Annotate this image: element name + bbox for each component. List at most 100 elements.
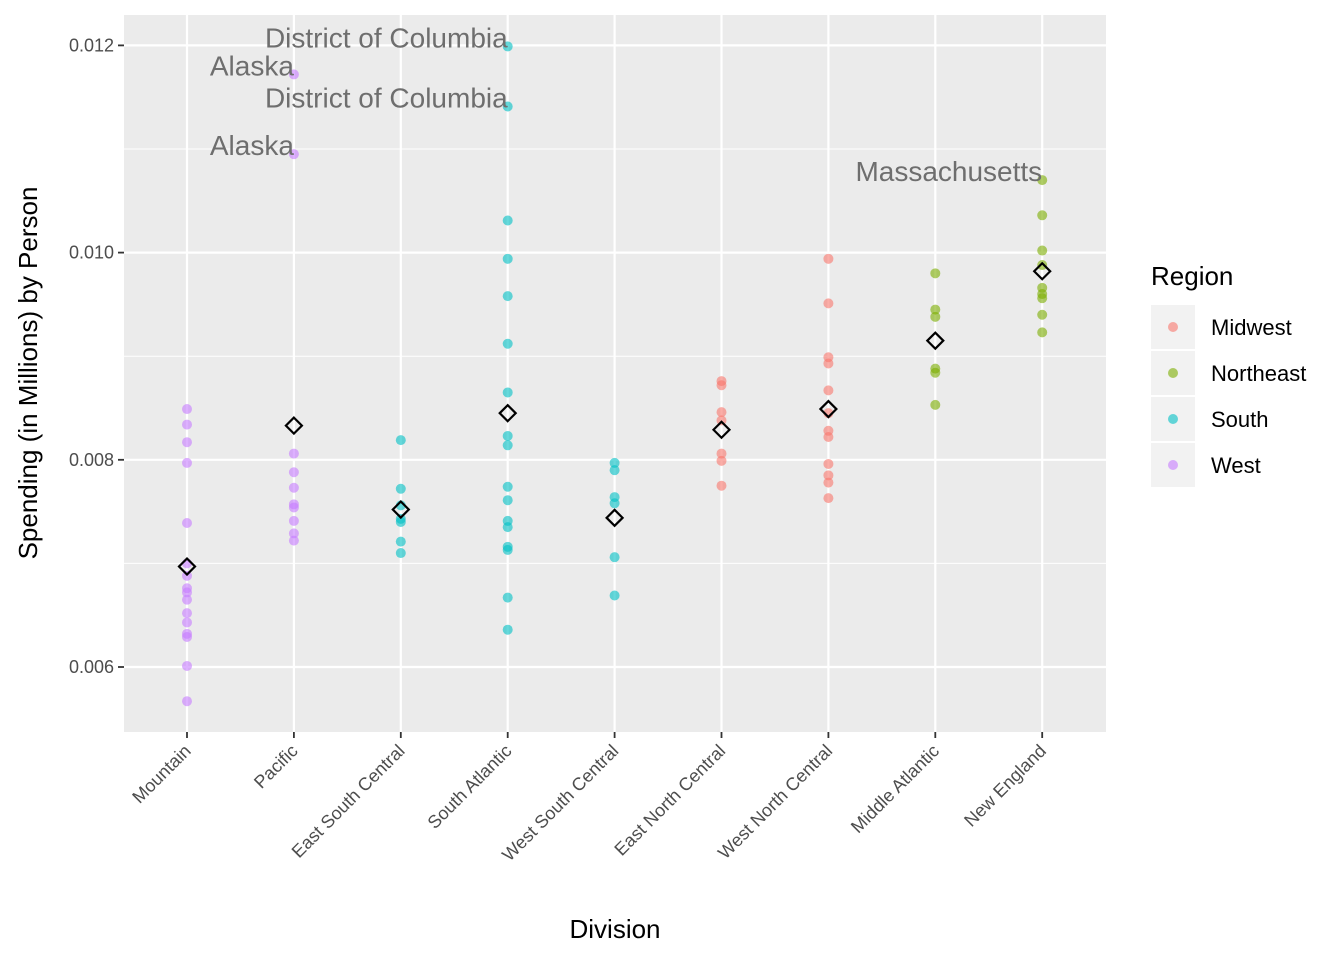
- mean-marker: [711, 420, 732, 440]
- y-tick-label: 0.008: [69, 450, 114, 470]
- mean-marker: [177, 556, 197, 577]
- data-point-west: [182, 419, 192, 430]
- mean-marker: [498, 403, 518, 423]
- data-point-south: [609, 498, 620, 509]
- data-point-west: [288, 149, 299, 160]
- x-tick-label: Mountain: [128, 741, 195, 808]
- data-point-midwest: [823, 385, 834, 396]
- legend-swatch-south: [1168, 414, 1178, 424]
- data-point-west: [182, 404, 192, 415]
- data-point-midwest: [716, 448, 727, 459]
- data-point-south: [502, 430, 513, 441]
- legend-title: Region: [1151, 261, 1233, 291]
- y-tick-label: 0.012: [69, 35, 114, 55]
- x-tick-label: New England: [960, 741, 1050, 831]
- y-tick-label: 0.006: [69, 657, 114, 677]
- legend-label-south: South: [1211, 407, 1269, 432]
- data-point-south: [502, 481, 513, 492]
- mean-marker: [925, 331, 945, 351]
- data-point-west: [288, 515, 299, 526]
- data-point-west: [182, 617, 192, 628]
- data-point-west: [288, 448, 299, 459]
- mean-marker: [284, 416, 304, 436]
- point-annotation: Alaska: [210, 50, 294, 81]
- data-point-west: [182, 437, 192, 448]
- data-point-west: [182, 457, 192, 468]
- x-tick-label: West South Central: [498, 741, 622, 865]
- data-point-northeast: [1037, 293, 1048, 304]
- mean-marker: [818, 399, 838, 419]
- data-point-northeast: [1037, 210, 1048, 221]
- point-annotation: Alaska: [210, 130, 294, 161]
- data-point-midwest: [823, 432, 834, 443]
- data-point-south: [502, 215, 513, 226]
- data-point-northeast: [930, 367, 941, 378]
- x-tick-label: West North Central: [714, 741, 836, 863]
- mean-marker: [1032, 261, 1052, 281]
- legend-label-west: West: [1211, 453, 1261, 478]
- data-point-west: [182, 631, 192, 642]
- data-point-midwest: [823, 358, 834, 369]
- mean-markers: [177, 261, 1052, 577]
- legend: Region Midwest Northeast South West: [1151, 261, 1306, 487]
- data-point-midwest: [823, 493, 834, 504]
- data-point-south: [395, 435, 406, 446]
- data-point-midwest: [823, 298, 834, 309]
- data-point-midwest: [823, 477, 834, 488]
- data-point-northeast: [1037, 245, 1048, 256]
- data-point-south: [502, 338, 513, 349]
- data-point-midwest: [716, 455, 727, 466]
- data-point-northeast: [930, 399, 941, 410]
- x-tick-label: East North Central: [610, 741, 729, 860]
- y-axis-title: Spending (in Millions) by Person: [13, 187, 43, 560]
- x-tick-label: Middle Atlantic: [847, 741, 943, 837]
- data-point-west: [288, 502, 299, 513]
- legend-swatch-midwest: [1168, 322, 1178, 332]
- point-annotation: District of Columbia: [265, 22, 508, 53]
- data-point-west: [182, 517, 192, 528]
- mean-marker: [605, 508, 625, 528]
- data-point-west: [182, 594, 192, 605]
- y-tick-label: 0.010: [69, 243, 114, 263]
- data-point-south: [502, 522, 513, 533]
- x-tick-label: Pacific: [250, 741, 302, 793]
- data-point-northeast: [1037, 260, 1048, 271]
- data-point-northeast: [930, 268, 941, 279]
- data-point-west: [288, 467, 299, 478]
- data-point-northeast: [1037, 175, 1048, 186]
- data-point-south: [502, 624, 513, 635]
- data-point-west: [182, 660, 192, 671]
- data-point-south: [609, 457, 620, 468]
- point-annotations: District of Columbia District of Columbia…: [210, 22, 1042, 187]
- data-point-west: [288, 528, 299, 539]
- legend-label-midwest: Midwest: [1211, 315, 1292, 340]
- data-point-south: [502, 495, 513, 506]
- data-point-midwest: [716, 380, 727, 391]
- data-point-south: [609, 465, 620, 476]
- data-point-south: [609, 590, 620, 601]
- data-point-midwest: [716, 480, 727, 491]
- data-point-south: [502, 387, 513, 398]
- data-point-west: [182, 587, 192, 598]
- data-point-northeast: [1037, 309, 1048, 320]
- mean-marker: [391, 499, 411, 520]
- data-point-south: [502, 291, 513, 302]
- x-tick-label: East South Central: [288, 741, 409, 862]
- data-point-south: [395, 483, 406, 494]
- data-point-south: [502, 101, 513, 112]
- legend-swatch-west: [1168, 460, 1178, 470]
- data-point-south: [502, 592, 513, 603]
- data-point-midwest: [716, 407, 727, 418]
- data-point-west: [288, 69, 299, 80]
- data-point-northeast: [1037, 327, 1048, 338]
- data-point-west: [182, 608, 192, 619]
- data-point-midwest: [823, 253, 834, 264]
- data-point-west: [288, 482, 299, 493]
- data-point-midwest: [823, 458, 834, 469]
- data-point-west: [288, 535, 299, 546]
- data-point-south: [502, 440, 513, 451]
- point-annotation: District of Columbia: [265, 83, 508, 114]
- legend-swatch-northeast: [1168, 368, 1178, 378]
